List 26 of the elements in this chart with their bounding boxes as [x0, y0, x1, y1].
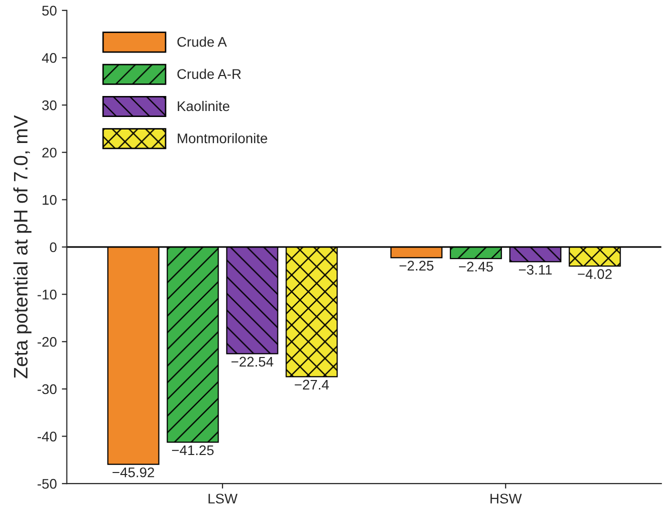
data-label: −4.02	[578, 269, 612, 279]
y-tick-label: -10	[38, 290, 57, 300]
y-axis-title: Zeta potential at pH of 7.0, mV	[13, 115, 32, 378]
data-label: −2.45	[459, 262, 493, 272]
y-tick-label: -50	[38, 478, 57, 489]
data-label: −2.25	[400, 260, 434, 271]
x-tick-label: HSW	[490, 494, 522, 504]
y-tick-label: -20	[38, 336, 57, 347]
data-label: −3.11	[518, 264, 552, 275]
x-tick-label: LSW	[208, 494, 238, 504]
y-tick-label: 20	[42, 148, 57, 158]
y-tick-label: 50	[42, 6, 57, 16]
data-label: −45.92	[112, 467, 154, 478]
legend-label: Crude A-R	[177, 68, 241, 79]
data-label: −27.4	[294, 380, 329, 390]
data-label: −22.54	[231, 356, 274, 367]
y-tick-label: 0	[50, 242, 57, 252]
y-tick-label: 30	[42, 100, 57, 110]
legend-label: Crude A	[177, 36, 227, 47]
y-tick-label: -40	[38, 432, 57, 442]
legend-label: Kaolinite	[178, 100, 230, 112]
y-tick-label: -30	[38, 384, 57, 394]
y-tick-label: 10	[42, 195, 57, 205]
y-tick-label: 40	[42, 53, 57, 63]
data-label: −41.25	[172, 445, 214, 456]
legend-label: Montmorilonite	[178, 133, 268, 144]
